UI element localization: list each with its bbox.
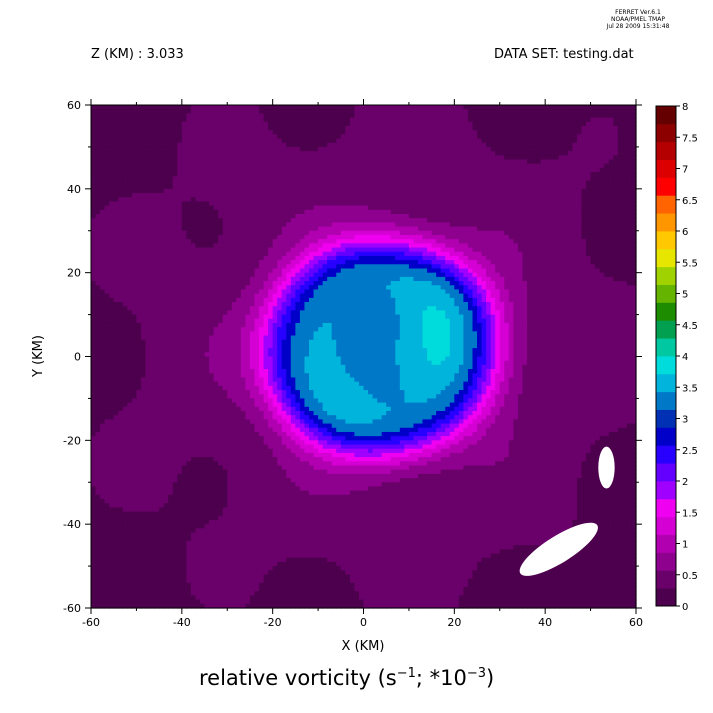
colorbar-swatch — [656, 356, 676, 375]
missing-data-region — [598, 446, 615, 489]
y-tick-label: 0 — [74, 351, 81, 364]
colorbar-swatch — [656, 266, 676, 285]
colorbar-swatch — [656, 195, 676, 214]
y-tick-label: -60 — [63, 602, 81, 615]
colorbar-label: 1 — [682, 540, 688, 551]
colorbar-label: 2.5 — [682, 446, 698, 457]
ferret-stamp: FERRET Ver.6.1 NOAA/PMEL TMAP Jul 28 200… — [598, 9, 678, 30]
colorbar-label: 6.5 — [682, 196, 698, 207]
y-axis-label: Y (KM) — [31, 335, 46, 378]
title-prefix: relative vorticity (s — [199, 666, 397, 690]
x-tick-label: -20 — [264, 616, 282, 629]
colorbar-label: 5 — [682, 290, 688, 301]
colorbar-label: 7 — [682, 165, 688, 176]
x-axis-label: X (KM) — [342, 639, 385, 654]
colorbar-swatch — [656, 516, 676, 535]
missing-data-region — [519, 522, 598, 576]
colorbar-swatch — [656, 213, 676, 232]
colorbar-label: 4.5 — [682, 321, 698, 332]
colorbar-swatch — [656, 284, 676, 303]
x-tick-label: 0 — [360, 616, 367, 629]
y-tick-label: -40 — [63, 518, 81, 531]
colorbar-label: 2 — [682, 477, 688, 488]
colorbar-swatch — [656, 588, 676, 607]
colorbar: 0 0.5 1 1.5 2 2.5 3 3.5 4 4.5 5 5.5 6 6.5 7 7.5 8 — [655, 102, 698, 613]
colorbar-swatch — [656, 141, 676, 160]
colorbar-swatch — [656, 106, 676, 125]
colorbar-label: 4 — [682, 352, 688, 363]
colorbar-label: 8 — [682, 102, 688, 113]
colorbar-swatch — [656, 391, 676, 410]
y-tick-label: -20 — [63, 434, 81, 447]
colorbar-swatch — [656, 552, 676, 571]
vorticity-field — [91, 105, 637, 609]
chart-title: relative vorticity (s−1; *10−3) — [199, 666, 494, 690]
x-tick-label: 60 — [629, 616, 643, 629]
colorbar-swatch — [656, 320, 676, 339]
x-tick-label: -60 — [82, 616, 100, 629]
x-tick-label: 40 — [538, 616, 552, 629]
colorbar-swatch — [656, 427, 676, 446]
colorbar-swatch — [656, 177, 676, 196]
ferret-org: NOAA/PMEL TMAP — [611, 16, 665, 23]
colorbar-label: 6 — [682, 227, 688, 238]
dataset-label: DATA SET: testing.dat — [494, 47, 634, 62]
y-tick-label: 20 — [67, 267, 81, 280]
ferret-version: FERRET Ver.6.1 — [615, 9, 661, 16]
colorbar-swatch — [656, 231, 676, 250]
title-exponent-2: −3 — [466, 666, 487, 681]
colorbar-label: 3.5 — [682, 383, 698, 394]
colorbar-swatch — [656, 498, 676, 518]
x-tick-label: -40 — [173, 616, 191, 629]
y-tick-label: 40 — [67, 183, 81, 196]
colorbar-label: 0 — [682, 602, 688, 613]
colorbar-swatch — [656, 373, 676, 393]
x-tick-label: 20 — [447, 616, 461, 629]
title-exponent-1: −1 — [396, 666, 416, 681]
colorbar-swatch — [656, 445, 676, 464]
ferret-date: Jul 28 2009 15:31:48 — [606, 23, 670, 30]
y-tick-label: 60 — [67, 99, 81, 112]
colorbar-swatch — [656, 123, 676, 143]
colorbar-label: 3 — [682, 415, 688, 426]
colorbar-swatch — [656, 302, 676, 321]
missing-data-regions — [519, 446, 615, 576]
colorbar-swatch — [656, 338, 676, 357]
colorbar-label: 0.5 — [682, 571, 698, 582]
colorbar-swatch — [656, 159, 676, 178]
z-level-label: Z (KM) : 3.033 — [91, 47, 184, 62]
colorbar-swatch — [656, 570, 676, 589]
colorbar-label: 1.5 — [682, 508, 698, 519]
title-suffix: ) — [486, 666, 495, 690]
axis-ticks: -60 -40 -20 0 20 40 60 -60 -40 -20 0 20 40 60 — [63, 99, 643, 629]
colorbar-swatch — [656, 409, 676, 428]
colorbar-swatch — [656, 481, 676, 500]
title-middle: ; *10 — [415, 666, 467, 690]
colorbar-swatch — [656, 534, 676, 553]
colorbar-swatch — [656, 463, 676, 482]
colorbar-label: 7.5 — [682, 133, 698, 144]
colorbar-label: 5.5 — [682, 258, 698, 269]
colorbar-swatch — [656, 248, 676, 268]
